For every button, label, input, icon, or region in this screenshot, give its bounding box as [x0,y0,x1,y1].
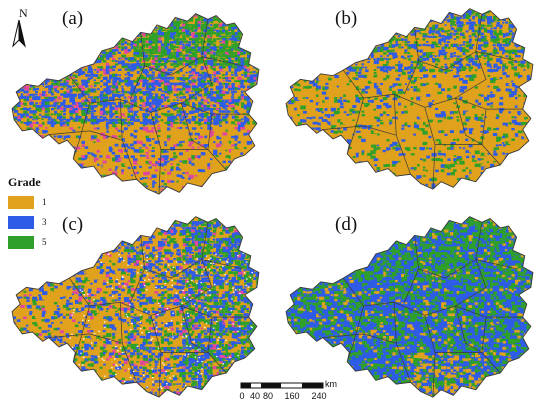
district-boundary [181,102,209,150]
district-boundary [455,305,483,353]
district-boundary [201,259,243,270]
legend-swatch-3 [8,215,34,229]
panel-label-a: (a) [62,8,84,29]
legend-item-3: 3 [8,212,68,232]
north-arrow: N [6,4,32,48]
district-boundary [72,102,90,159]
legend: Grade 1 3 5 [8,175,68,252]
map-panel-d [286,216,533,398]
scale-bar-graphic [240,382,324,389]
legend-swatch-1 [8,195,34,209]
legend-item-5: 5 [8,232,68,252]
scale-tick-80: 80 [262,391,274,401]
map-panel-b [286,8,533,190]
scale-tick-240: 240 [311,391,327,401]
district-boundary [48,130,123,141]
north-arrow-icon [12,19,26,48]
district-boundary [455,97,483,145]
map-panel-a [12,13,259,195]
district-boundary [475,51,517,62]
scale-tick-0: 0 [239,391,245,401]
panel-label-c: (c) [62,214,84,235]
district-boundary [322,125,397,136]
province-outline-b [285,8,534,190]
province-outline-c [11,216,260,398]
legend-label-3: 3 [42,217,47,227]
province-outline-d [285,216,534,398]
legend-swatch-5 [8,235,34,249]
district-boundary [455,222,487,307]
district-boundary [418,259,476,279]
district-boundary [346,305,364,362]
district-boundary [322,333,397,344]
scale-bar-unit: km [325,379,337,389]
province-outline-a [11,13,260,195]
scale-bar: km 0 40 80 160 240 [239,378,350,408]
scale-tick-40: 40 [249,391,261,401]
district-boundary [181,305,209,353]
panel-label-d: (d) [335,214,358,235]
legend-label-1: 1 [42,197,47,207]
scale-tick-160: 160 [284,391,300,401]
legend-label-5: 5 [42,237,47,247]
district-boundary [144,259,202,279]
district-boundary [181,19,213,104]
district-boundary [72,305,90,362]
district-boundary [48,333,123,344]
legend-title: Grade [8,175,41,189]
panel-label-b: (b) [335,8,358,29]
district-boundary [201,56,243,67]
district-boundary [455,14,487,99]
district-boundary [144,56,202,76]
legend-item-1: 1 [8,192,68,212]
district-boundary [181,222,213,307]
district-boundary [346,97,364,154]
north-arrow-letter: N [19,6,28,20]
district-boundary [475,259,517,270]
district-boundary [418,51,476,71]
